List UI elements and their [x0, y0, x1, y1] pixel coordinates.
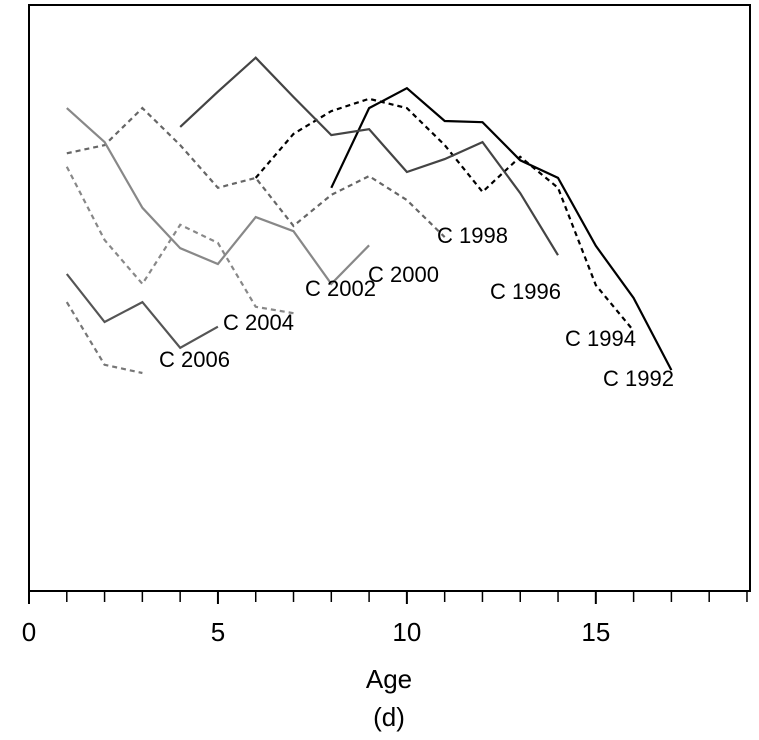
x-tick-label: 10 — [392, 617, 421, 647]
series-line — [330, 86, 673, 371]
series-label: C 2002 — [305, 276, 376, 301]
series-label: C 1992 — [603, 366, 674, 391]
series-line — [66, 106, 446, 238]
series-line — [179, 56, 559, 256]
plot-frame — [28, 4, 751, 592]
series-label: C 1996 — [490, 279, 561, 304]
series-label: C 1998 — [437, 223, 508, 248]
x-tick-label: 0 — [22, 617, 36, 647]
x-tick-label: 15 — [581, 617, 610, 647]
series-line — [65, 301, 143, 375]
series-line — [65, 166, 294, 315]
series-line — [65, 273, 219, 350]
series-label: C 2006 — [159, 347, 230, 372]
panel-label: (d) — [373, 702, 405, 732]
series-line — [66, 107, 370, 286]
x-axis-label: Age — [366, 664, 412, 694]
series-label: C 2004 — [223, 310, 294, 335]
series-label: C 1994 — [565, 326, 636, 351]
series-label: C 2000 — [368, 262, 439, 287]
x-tick-label: 5 — [211, 617, 225, 647]
